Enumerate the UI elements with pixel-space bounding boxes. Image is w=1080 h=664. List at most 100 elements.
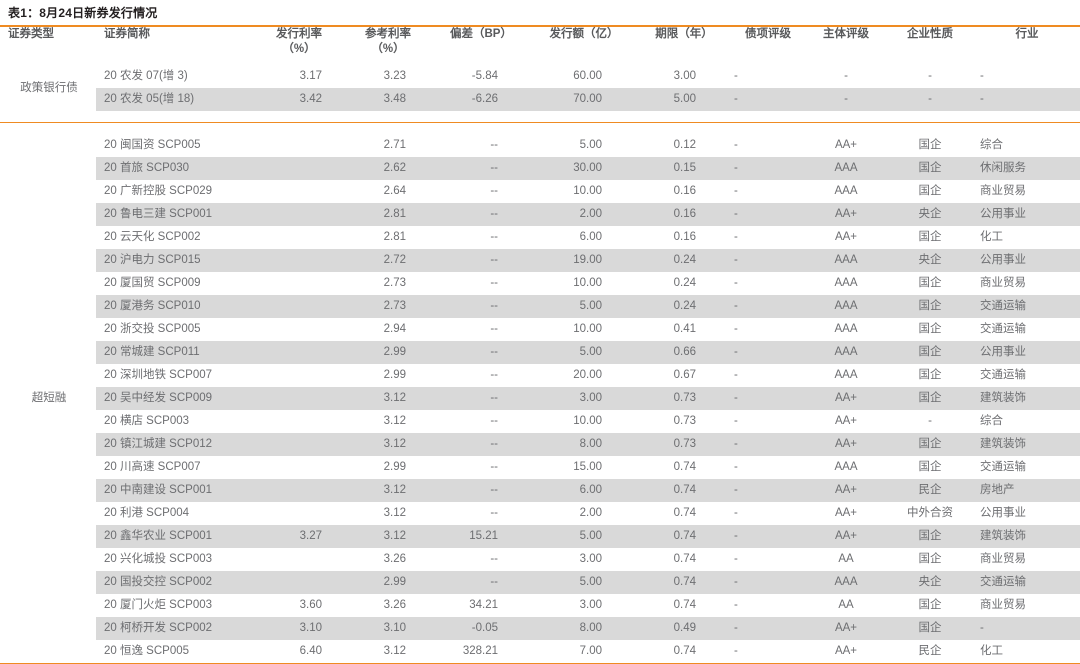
table-row: 20 镇江城建 SCP012 3.12 -- 8.00 0.73- AA+ 国企 建筑装饰 (0, 433, 1080, 456)
table-row: 20 厦国贸 SCP009 2.73 -- 10.00 0.24- AAA 国企 商业贸易 (0, 272, 1080, 295)
cell-bond-rating: - (730, 594, 806, 617)
cell-bond-rating: - (730, 295, 806, 318)
cell-security-type: 政策银行债 (0, 65, 96, 111)
cell-term: 0.74 (638, 479, 730, 502)
cell-industry: 商业贸易 (974, 272, 1080, 295)
cell-industry: 商业贸易 (974, 548, 1080, 571)
cell-name: 20 厦门火炬 SCP003 (96, 594, 254, 617)
cell-spread: -- (432, 249, 530, 272)
cell-industry: 交通运输 (974, 295, 1080, 318)
table-row: 20 厦港务 SCP010 2.73 -- 5.00 0.24- AAA 国企 交通运输 (0, 295, 1080, 318)
column-header-bond-rating: 债项评级 (730, 27, 806, 65)
column-header-issuer-rating-label: 主体评级 (823, 28, 869, 40)
cell-bond-rating: - (730, 525, 806, 548)
cell-enterprise-nature: 国企 (886, 318, 974, 341)
cell-name: 20 柯桥开发 SCP002 (96, 617, 254, 640)
cell-enterprise-nature: 央企 (886, 571, 974, 594)
cell-name: 20 浙交投 SCP005 (96, 318, 254, 341)
column-header-name: 证券简称 (96, 27, 254, 65)
cell-term: 0.74 (638, 502, 730, 525)
cell-spread: -- (432, 341, 530, 364)
cell-amount: 5.00 (530, 134, 638, 157)
cell-term: 0.73 (638, 433, 730, 456)
cell-amount: 30.00 (530, 157, 638, 180)
cell-issuer-rating: AAA (806, 571, 886, 594)
cell-name: 20 吴中经发 SCP009 (96, 387, 254, 410)
column-header-amount: 发行额（亿） (530, 27, 638, 65)
cell-term: 0.41 (638, 318, 730, 341)
column-header-industry: 行业 (974, 27, 1080, 65)
table-row: 20 国投交控 SCP002 2.99 -- 5.00 0.74- AAA 央企 交通运输 (0, 571, 1080, 594)
cell-spread: -- (432, 571, 530, 594)
cell-coupon (254, 180, 344, 203)
cell-coupon: 3.17 (254, 65, 344, 88)
cell-spread: -- (432, 410, 530, 433)
table-row: 20 深圳地铁 SCP007 2.99 -- 20.00 0.67- AAA 国企 交通运输 (0, 364, 1080, 387)
cell-enterprise-nature: 国企 (886, 180, 974, 203)
cell-name: 20 川高速 SCP007 (96, 456, 254, 479)
cell-coupon: 3.10 (254, 617, 344, 640)
cell-industry: - (974, 65, 1080, 88)
cell-coupon (254, 502, 344, 525)
cell-reference-rate: 3.23 (344, 65, 432, 88)
cell-name: 20 兴化城投 SCP003 (96, 548, 254, 571)
cell-coupon (254, 548, 344, 571)
cell-enterprise-nature: 国企 (886, 594, 974, 617)
cell-enterprise-nature: 国企 (886, 433, 974, 456)
cell-issuer-rating: AAA (806, 364, 886, 387)
cell-industry: 化工 (974, 640, 1080, 663)
cell-amount: 2.00 (530, 502, 638, 525)
cell-term: 0.24 (638, 295, 730, 318)
cell-bond-rating: - (730, 157, 806, 180)
cell-enterprise-nature: 国企 (886, 387, 974, 410)
cell-reference-rate: 2.73 (344, 272, 432, 295)
cell-issuer-rating: AAA (806, 341, 886, 364)
divider-top (0, 25, 1080, 27)
cell-bond-rating: - (730, 226, 806, 249)
cell-reference-rate: 2.94 (344, 318, 432, 341)
cell-enterprise-nature: 央企 (886, 203, 974, 226)
cell-issuer-rating: AAA (806, 456, 886, 479)
cell-issuer-rating: - (806, 88, 886, 111)
cell-reference-rate: 3.12 (344, 479, 432, 502)
table-body: 政策银行债 20 农发 07(增 3) 3.17 3.23 -5.84 60.00 3.00… (0, 65, 1080, 663)
cell-amount: 8.00 (530, 617, 638, 640)
table-row: 20 常城建 SCP011 2.99 -- 5.00 0.66- AAA 国企 公用事业 (0, 341, 1080, 364)
cell-reference-rate: 2.99 (344, 341, 432, 364)
cell-industry: 房地产 (974, 479, 1080, 502)
cell-amount: 5.00 (530, 571, 638, 594)
cell-industry: 综合 (974, 410, 1080, 433)
cell-reference-rate: 2.99 (344, 364, 432, 387)
cell-amount: 10.00 (530, 410, 638, 433)
cell-industry: 公用事业 (974, 502, 1080, 525)
table-header: 证券类型 证券简称 发行利率 （%） 参考利率 （%） 偏差（BP） 发行额（亿 (0, 27, 1080, 65)
table-row: 20 厦门火炬 SCP003 3.60 3.26 34.21 3.00 0.74- AA 国企… (0, 594, 1080, 617)
cell-spread: -- (432, 295, 530, 318)
cell-coupon (254, 433, 344, 456)
cell-industry: 休闲服务 (974, 157, 1080, 180)
cell-bond-rating: - (730, 65, 806, 88)
cell-coupon (254, 272, 344, 295)
cell-term: 0.74 (638, 640, 730, 663)
column-header-coupon-unit: （%） (282, 43, 316, 55)
cell-spread: -- (432, 134, 530, 157)
table-row: 20 广新控股 SCP029 2.64 -- 10.00 0.16- AAA 国企 商业贸易 (0, 180, 1080, 203)
table-row: 20 利港 SCP004 3.12 -- 2.00 0.74- AA+ 中外合资 公用事业 (0, 502, 1080, 525)
cell-enterprise-nature: 央企 (886, 249, 974, 272)
table-row: 20 鑫华农业 SCP001 3.27 3.12 15.21 5.00 0.74- AA+ 国… (0, 525, 1080, 548)
cell-coupon (254, 571, 344, 594)
column-header-type-label: 证券类型 (8, 28, 54, 40)
cell-coupon (254, 134, 344, 157)
cell-security-type: 超短融 (0, 134, 96, 663)
table-row: 20 中南建设 SCP001 3.12 -- 6.00 0.74- AA+ 民企 房地产 (0, 479, 1080, 502)
cell-industry: 交通运输 (974, 318, 1080, 341)
cell-bond-rating: - (730, 88, 806, 111)
column-header-reference-rate: 参考利率 （%） (344, 27, 432, 65)
cell-enterprise-nature: 国企 (886, 341, 974, 364)
cell-term: 0.16 (638, 226, 730, 249)
cell-bond-rating: - (730, 548, 806, 571)
cell-spread: -0.05 (432, 617, 530, 640)
cell-amount: 7.00 (530, 640, 638, 663)
cell-bond-rating: - (730, 203, 806, 226)
